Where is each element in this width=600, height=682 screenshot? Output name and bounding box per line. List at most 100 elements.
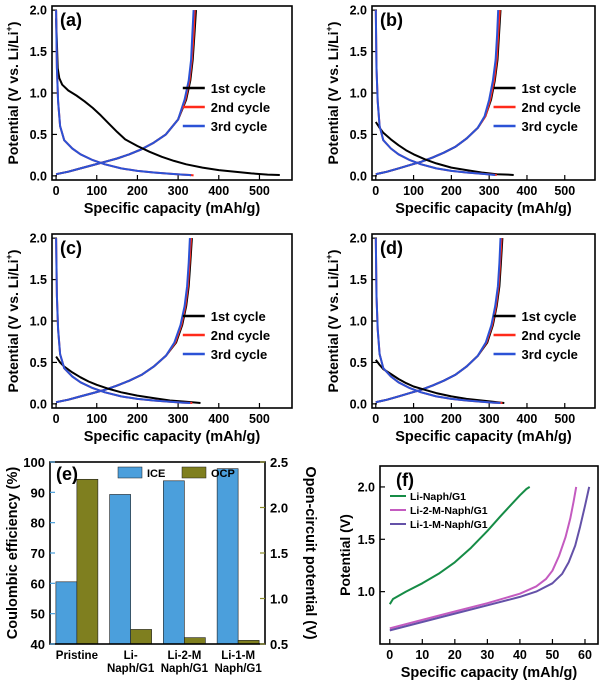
y-label-tail: )	[5, 250, 21, 255]
bar-ice	[109, 494, 131, 645]
x-tick-label: 0	[53, 184, 60, 198]
panel-letter: (b)	[380, 10, 403, 30]
panel-letter: (a)	[60, 10, 82, 30]
x-tick-label: 500	[554, 184, 575, 198]
bar-ocp	[130, 629, 152, 645]
x-category-label: Naph/G1	[107, 663, 155, 675]
panel-c-chart: 0 100 200 300 400 500 0.0 0.5 1.0 1.5 2.0 Specific …	[4, 232, 293, 445]
superscript: +	[324, 254, 334, 259]
panel-b-chart: 0 100 200 300 400 500 0.0 0.5 1.0 1.5 2.0 Specific …	[324, 4, 596, 217]
legend-label: 2nd cycle	[211, 100, 270, 115]
y-tick-label: 2.0	[30, 4, 47, 18]
x-tick-label: 200	[127, 412, 148, 426]
x-tick-label: 0	[386, 648, 393, 662]
legend-label: 1st cycle	[211, 309, 266, 324]
y2-tick-label: 0.5	[270, 637, 288, 652]
x-tick-label: 200	[441, 412, 462, 426]
series-line-3rd-cycle	[375, 10, 500, 176]
legend-label: 1st cycle	[211, 81, 266, 96]
x-tick-label: 0	[372, 184, 379, 198]
y-tick-label: 0.0	[30, 169, 47, 183]
series-line-3rd-cycle	[375, 238, 502, 404]
series-line-1st-cycle	[375, 10, 502, 176]
series-line-3rd-cycle	[55, 10, 195, 176]
x-category-label: Pristine	[56, 650, 98, 662]
y-tick-label: 1.0	[350, 315, 367, 329]
series-line-2nd-cycle	[55, 10, 196, 176]
x-axis-label: Specific capacity (mAh/g)	[395, 429, 572, 445]
x-tick-label: 300	[479, 412, 500, 426]
y2-tick-label: 2.5	[270, 455, 288, 470]
y-tick-label: 2.0	[358, 480, 375, 494]
x-category-label: Li-2-M	[167, 650, 201, 662]
y-axis-label: Coulombic efficiency (%)	[5, 467, 21, 640]
y-tick-label: 0.0	[350, 169, 367, 183]
bar-ice	[163, 480, 185, 645]
x-tick-label: 30	[480, 648, 494, 662]
y-tick-label: 2.0	[350, 232, 367, 246]
plot-frame	[379, 465, 599, 645]
x-tick-label: 0	[53, 412, 60, 426]
series-line-li-2-m-naph/g1	[389, 486, 578, 630]
y2-tick-label: 1.5	[270, 546, 288, 561]
y-tick-label: 1.5	[350, 45, 367, 59]
y-tick-label: 100	[23, 455, 45, 470]
y-axis-label: Potential (V vs. Li/Li+)	[324, 250, 341, 393]
x-category-label: Li-1-M	[221, 650, 255, 662]
x-tick-label: 100	[86, 412, 107, 426]
x-axis-label: Specific capacity (mAh/g)	[84, 429, 261, 445]
series-line-2nd-cycle	[55, 238, 193, 404]
y-tick-label: 0.0	[350, 397, 367, 411]
x-tick-label: 500	[554, 412, 575, 426]
panel-a-chart: 0 100 200 300 400 500 0.0 0.5 1.0 1.5 2.0 Specific …	[4, 4, 293, 217]
legend-label: OCP	[211, 468, 235, 480]
legend-swatch	[181, 466, 207, 479]
x-category-label: Naph/G1	[161, 663, 209, 675]
x-axis-label: Specific capacity (mAh/g)	[84, 201, 261, 217]
series-line-3rd-cycle	[374, 238, 501, 404]
y-tick-label: 0.5	[30, 356, 47, 370]
series-line-li-1-m-naph/g1	[389, 486, 591, 632]
x-tick-label: 400	[208, 184, 229, 198]
panel-letter: (d)	[380, 238, 403, 258]
x-tick-label: 200	[127, 184, 148, 198]
y-axis-label: Potential (V)	[337, 514, 353, 596]
y-axis-label: Potential (V vs. Li/Li+)	[4, 250, 21, 393]
x-tick-label: 20	[448, 648, 462, 662]
x-axis-label: Specific capacity (mAh/g)	[395, 201, 572, 217]
y2-tick-label: 2.0	[270, 501, 288, 516]
x-tick-label: 100	[86, 184, 107, 198]
y-tick-label: 1.0	[358, 585, 375, 599]
y-tick-label: 70	[31, 546, 45, 561]
panel-e-chart: Pristine Li-Naph/G1Li-2-MNaph/G1Li-1-MNap…	[5, 455, 318, 675]
x-tick-label: 300	[479, 184, 500, 198]
x-tick-label: 500	[249, 184, 270, 198]
y-tick-label: 80	[31, 516, 45, 531]
legend-label: 2nd cycle	[211, 328, 270, 343]
y2-axis-label: Open-circuit potential (V)	[302, 466, 318, 639]
bar-ocp	[184, 637, 206, 645]
x-tick-label: 200	[441, 184, 462, 198]
y-tick-label: 2.0	[30, 232, 47, 246]
y-axis-label: Potential (V vs. Li/Li+)	[324, 22, 341, 165]
panel-letter: (c)	[60, 238, 82, 258]
x-tick-label: 400	[517, 184, 538, 198]
x-tick-label: 0	[372, 412, 379, 426]
series-line-3rd-cycle	[55, 10, 192, 177]
y-tick-label: 1.0	[30, 87, 47, 101]
legend-label: Li-Naph/G1	[410, 491, 466, 503]
series-line-3rd-cycle	[55, 238, 191, 404]
y-tick-label: 1.0	[350, 87, 367, 101]
bar-ocp	[76, 478, 99, 645]
x-tick-label: 100	[403, 184, 424, 198]
panel-f-chart: 0 10 20 30 40 50 60 1.0 1.5 2.0 Specific capacity …	[337, 465, 599, 681]
y-tick-label: 1.0	[30, 315, 47, 329]
x-tick-label: 50	[545, 648, 559, 662]
y-tick-label: 0.0	[30, 397, 47, 411]
series-line-1st-cycle	[55, 238, 193, 404]
series-line-1st-cycle	[55, 356, 201, 404]
y-tick-label: 1.5	[358, 533, 375, 547]
y-tick-label: 0.5	[350, 356, 367, 370]
series-line-3rd-cycle	[374, 10, 496, 176]
x-category-label: Li-	[124, 650, 138, 662]
